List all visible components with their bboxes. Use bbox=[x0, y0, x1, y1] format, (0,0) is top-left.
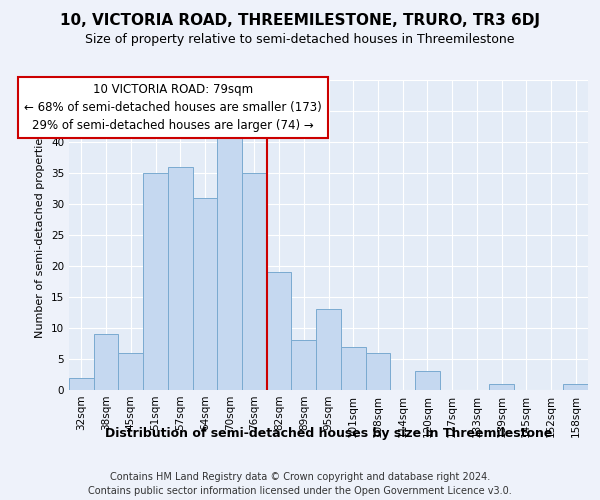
Bar bbox=[563, 384, 588, 390]
Bar bbox=[217, 130, 242, 390]
Text: 10, VICTORIA ROAD, THREEMILESTONE, TRURO, TR3 6DJ: 10, VICTORIA ROAD, THREEMILESTONE, TRURO… bbox=[60, 12, 540, 28]
Bar bbox=[267, 272, 292, 390]
Bar bbox=[415, 372, 440, 390]
Text: Size of property relative to semi-detached houses in Threemilestone: Size of property relative to semi-detach… bbox=[85, 32, 515, 46]
Text: Distribution of semi-detached houses by size in Threemilestone: Distribution of semi-detached houses by … bbox=[105, 428, 553, 440]
Bar bbox=[489, 384, 514, 390]
Y-axis label: Number of semi-detached properties: Number of semi-detached properties bbox=[35, 132, 46, 338]
Bar bbox=[69, 378, 94, 390]
Bar bbox=[242, 173, 267, 390]
Text: Contains HM Land Registry data © Crown copyright and database right 2024.: Contains HM Land Registry data © Crown c… bbox=[110, 472, 490, 482]
Bar bbox=[316, 310, 341, 390]
Text: 10 VICTORIA ROAD: 79sqm
← 68% of semi-detached houses are smaller (173)
29% of s: 10 VICTORIA ROAD: 79sqm ← 68% of semi-de… bbox=[24, 83, 322, 132]
Bar bbox=[193, 198, 217, 390]
Text: Contains public sector information licensed under the Open Government Licence v3: Contains public sector information licen… bbox=[88, 486, 512, 496]
Bar bbox=[143, 173, 168, 390]
Bar bbox=[94, 334, 118, 390]
Bar bbox=[365, 353, 390, 390]
Bar bbox=[168, 167, 193, 390]
Bar bbox=[341, 346, 365, 390]
Bar bbox=[292, 340, 316, 390]
Bar bbox=[118, 353, 143, 390]
